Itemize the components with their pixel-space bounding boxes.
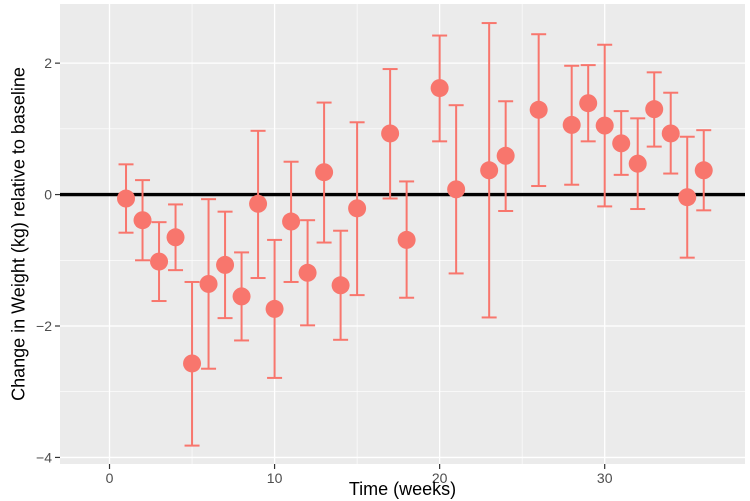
data-point [265, 299, 284, 318]
data-point [166, 228, 185, 247]
data-point [232, 287, 251, 306]
x-axis-title: Time (weeks) [349, 479, 456, 499]
data-point [529, 100, 548, 119]
y-tick-label: 0 [44, 187, 52, 203]
x-tick-label: 10 [267, 470, 283, 486]
data-point [579, 94, 598, 113]
data-point [150, 252, 169, 271]
x-axis-ticks: 0 10 20 30 [106, 464, 613, 486]
y-axis-title: Change in Weight (kg) relative to baseli… [8, 67, 28, 401]
x-tick-label: 20 [432, 470, 448, 486]
data-point [183, 354, 202, 373]
data-point [447, 180, 466, 199]
data-point [133, 211, 152, 230]
data-point [562, 115, 581, 134]
data-point [282, 212, 301, 231]
data-point [381, 124, 400, 143]
data-point [298, 263, 317, 282]
data-point [216, 255, 235, 274]
data-point [645, 100, 664, 119]
data-point [315, 163, 334, 182]
data-point [678, 188, 697, 207]
data-point [117, 189, 136, 208]
data-point [496, 146, 515, 165]
data-point [430, 79, 449, 98]
data-point [612, 134, 631, 153]
y-tick-label: −4 [36, 449, 52, 465]
data-point [397, 230, 416, 249]
data-point [249, 194, 268, 213]
data-point [348, 199, 367, 218]
data-point [661, 124, 680, 143]
data-point [628, 154, 647, 173]
y-tick-label: −2 [36, 318, 52, 334]
data-point [595, 116, 614, 135]
data-point [694, 161, 713, 180]
y-tick-label: 2 [44, 55, 52, 71]
x-tick-label: 30 [597, 470, 613, 486]
data-points [117, 79, 713, 373]
data-point [199, 274, 218, 293]
data-point [331, 276, 350, 295]
data-point [480, 161, 499, 180]
y-axis-ticks: −4 −2 0 2 [36, 55, 60, 465]
x-tick-label: 0 [106, 470, 114, 486]
